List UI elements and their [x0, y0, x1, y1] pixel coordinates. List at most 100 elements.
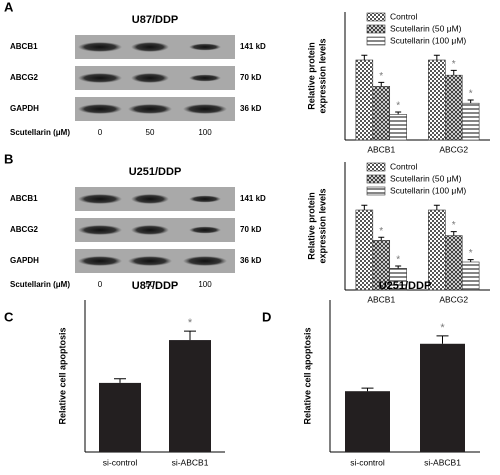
legend-label: Control [390, 11, 418, 21]
dose-label: 0 [98, 280, 103, 289]
bar [444, 235, 463, 291]
dose-label: 50 [146, 280, 155, 289]
significance-mark: * [452, 220, 456, 231]
y-axis-label: Relative protein [306, 42, 316, 110]
blot-row-label: ABCB1 [10, 194, 38, 203]
error-bar [361, 387, 374, 392]
significance-mark: * [396, 101, 400, 112]
blot-size-label: 36 kD [240, 104, 262, 113]
x-tick-label: si-control [350, 457, 385, 467]
error-bar [436, 335, 449, 344]
legend-label: Scutellarin (100 μM) [390, 35, 466, 45]
bar [461, 102, 480, 141]
blot-band [78, 73, 122, 83]
blot-title: U251/DDP [129, 166, 182, 178]
blot-size-label: 36 kD [240, 256, 262, 265]
blot-row-label: GAPDH [10, 256, 39, 265]
error-bar [433, 54, 440, 60]
blot-band [78, 225, 122, 235]
blot-row-label: ABCB1 [10, 42, 38, 51]
x-tick-label: ABCB1 [367, 144, 395, 154]
legend-label: Scutellarin (50 μM) [390, 23, 462, 33]
legend-label: Scutellarin (50 μM) [390, 173, 462, 183]
legend-swatch [366, 36, 386, 46]
bar [99, 382, 141, 452]
blot-band [78, 194, 122, 204]
blot-title: U87/DDP [132, 14, 178, 26]
error-bar [378, 81, 385, 87]
significance-mark: * [469, 248, 473, 259]
bar [355, 209, 374, 291]
error-bar [114, 378, 126, 383]
dose-label: 100 [198, 128, 212, 137]
dose-label: 100 [198, 280, 212, 289]
error-bar [395, 111, 402, 115]
legend-swatch [366, 24, 386, 34]
significance-mark: * [379, 71, 383, 82]
blot-row-label: GAPDH [10, 104, 39, 113]
y-axis-label: expression levels [317, 38, 327, 113]
x-tick-label: ABCB1 [367, 294, 395, 304]
x-tick-label: si-control [103, 457, 138, 467]
blot-size-label: 141 kD [240, 42, 266, 51]
error-bar [361, 204, 368, 210]
blot-band [128, 104, 172, 114]
x-tick-label: si-ABCB1 [172, 457, 209, 467]
significance-mark: * [396, 255, 400, 266]
significance-mark: * [440, 322, 445, 334]
bar [420, 343, 465, 452]
bar [389, 114, 407, 141]
blot-band [78, 104, 122, 114]
error-bar [450, 69, 457, 76]
error-bar [450, 231, 457, 236]
bar [461, 261, 480, 291]
significance-mark: * [469, 89, 473, 100]
legend-swatch [366, 186, 386, 196]
legend-swatch [366, 12, 386, 22]
blot-band [128, 256, 172, 266]
error-bar [433, 204, 440, 210]
error-bar [395, 265, 402, 269]
blot-row-label: ABCG2 [10, 73, 39, 82]
y-axis-label: Relative cell apoptosis [302, 327, 312, 424]
significance-mark: * [188, 317, 193, 329]
treatment-label: Scutellarin (μM) [10, 280, 70, 289]
blot-band [189, 195, 221, 203]
legend-label: Scutellarin (100 μM) [390, 185, 466, 195]
blot-band [131, 225, 169, 235]
blot-band [183, 104, 227, 114]
y-axis-label: Relative protein [306, 192, 316, 260]
blot-band [131, 194, 169, 204]
error-bar [361, 54, 368, 60]
panel-label: A [4, 0, 14, 14]
blot-band [189, 43, 221, 51]
legend-swatch [366, 174, 386, 184]
significance-mark: * [379, 226, 383, 237]
chart-title: U251/DDP [379, 280, 432, 292]
blot-band [189, 74, 221, 82]
x-tick-label: ABCG2 [439, 294, 468, 304]
blot-band [131, 73, 169, 83]
significance-mark: * [452, 59, 456, 70]
blot-size-label: 141 kD [240, 194, 266, 203]
panel-label: C [4, 309, 14, 324]
dose-label: 50 [146, 128, 155, 137]
bar [444, 74, 463, 141]
bar [372, 86, 391, 141]
blot-row-label: ABCG2 [10, 225, 39, 234]
bar [428, 209, 446, 291]
chart-title: U87/DDP [132, 280, 178, 292]
panel-label: D [262, 309, 271, 324]
error-bar [467, 99, 474, 104]
y-axis-label: Relative cell apoptosis [57, 327, 67, 424]
dose-label: 0 [98, 128, 103, 137]
blot-band [78, 256, 122, 266]
legend-swatch [366, 162, 386, 172]
blot-band [183, 256, 227, 266]
blot-size-label: 70 kD [240, 73, 262, 82]
blot-size-label: 70 kD [240, 225, 262, 234]
y-axis-label: expression levels [317, 188, 327, 263]
error-bar [467, 259, 474, 262]
blot-band [189, 226, 221, 234]
